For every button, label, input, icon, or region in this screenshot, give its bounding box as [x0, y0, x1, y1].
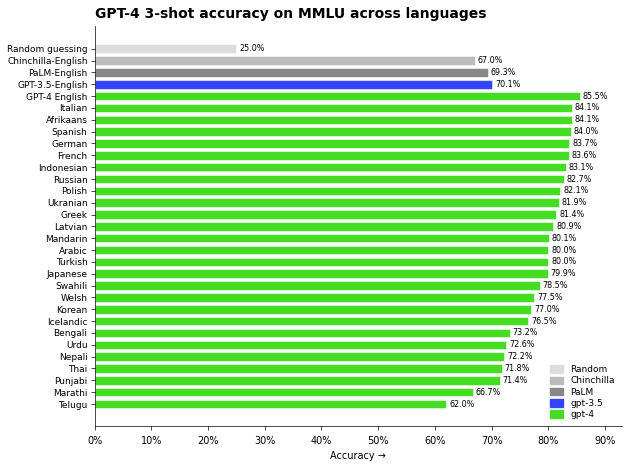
Bar [94, 163, 566, 171]
Legend: Random, Chinchilla, PaLM, gpt-3.5, gpt-4: Random, Chinchilla, PaLM, gpt-3.5, gpt-4 [547, 363, 618, 422]
Text: 67.0%: 67.0% [477, 56, 503, 65]
Bar [94, 80, 492, 88]
Bar [94, 388, 473, 396]
Text: 79.9%: 79.9% [550, 269, 576, 278]
Text: 72.2%: 72.2% [507, 352, 533, 361]
Text: 72.6%: 72.6% [509, 340, 535, 349]
Text: 81.9%: 81.9% [562, 198, 587, 207]
Text: 77.5%: 77.5% [537, 293, 562, 302]
Text: 84.0%: 84.0% [574, 127, 599, 136]
Text: 73.2%: 73.2% [513, 329, 538, 337]
Text: GPT-4 3-shot accuracy on MMLU across languages: GPT-4 3-shot accuracy on MMLU across lan… [94, 7, 486, 21]
Bar [94, 68, 487, 77]
Bar [94, 222, 554, 231]
Bar [94, 198, 559, 207]
Bar [94, 151, 569, 160]
Bar [94, 56, 474, 65]
Text: 80.9%: 80.9% [556, 222, 582, 231]
Text: 82.1%: 82.1% [563, 186, 589, 195]
Bar [94, 116, 572, 124]
Bar [94, 293, 534, 302]
Bar [94, 364, 502, 373]
Text: 85.5%: 85.5% [582, 92, 608, 101]
Bar [94, 341, 506, 349]
Text: 25.0%: 25.0% [239, 44, 265, 53]
Bar [94, 187, 560, 195]
Text: 71.4%: 71.4% [503, 376, 528, 385]
Text: 66.7%: 66.7% [476, 388, 501, 397]
Bar [94, 92, 579, 100]
Text: 83.6%: 83.6% [572, 151, 597, 160]
Text: 71.8%: 71.8% [504, 364, 530, 373]
Bar [94, 329, 509, 337]
Text: 69.3%: 69.3% [491, 68, 516, 77]
Text: 62.0%: 62.0% [449, 400, 474, 409]
Text: 80.0%: 80.0% [551, 257, 576, 266]
Bar [94, 305, 532, 314]
Text: 70.1%: 70.1% [495, 80, 520, 89]
Text: 78.5%: 78.5% [543, 281, 568, 290]
Text: 84.1%: 84.1% [574, 115, 599, 124]
Bar [94, 127, 571, 136]
Bar [94, 234, 549, 242]
Bar [94, 210, 556, 219]
Bar [94, 352, 504, 361]
Bar [94, 400, 446, 408]
Text: 77.0%: 77.0% [534, 305, 560, 314]
Bar [94, 104, 572, 112]
Text: 82.7%: 82.7% [567, 175, 592, 183]
Bar [94, 270, 548, 278]
Bar [94, 246, 548, 254]
Text: 81.4%: 81.4% [559, 210, 584, 219]
Text: 76.5%: 76.5% [532, 317, 557, 326]
Text: 80.0%: 80.0% [551, 246, 576, 255]
Text: 80.1%: 80.1% [552, 234, 577, 243]
Text: 83.1%: 83.1% [569, 163, 594, 172]
Bar [94, 139, 569, 148]
Bar [94, 281, 540, 290]
Bar [94, 258, 548, 266]
Text: 84.1%: 84.1% [574, 103, 599, 112]
Bar [94, 44, 237, 53]
X-axis label: Accuracy →: Accuracy → [330, 451, 386, 461]
Bar [94, 175, 564, 183]
Bar [94, 376, 499, 385]
Bar [94, 317, 528, 325]
Text: 83.7%: 83.7% [572, 139, 598, 148]
